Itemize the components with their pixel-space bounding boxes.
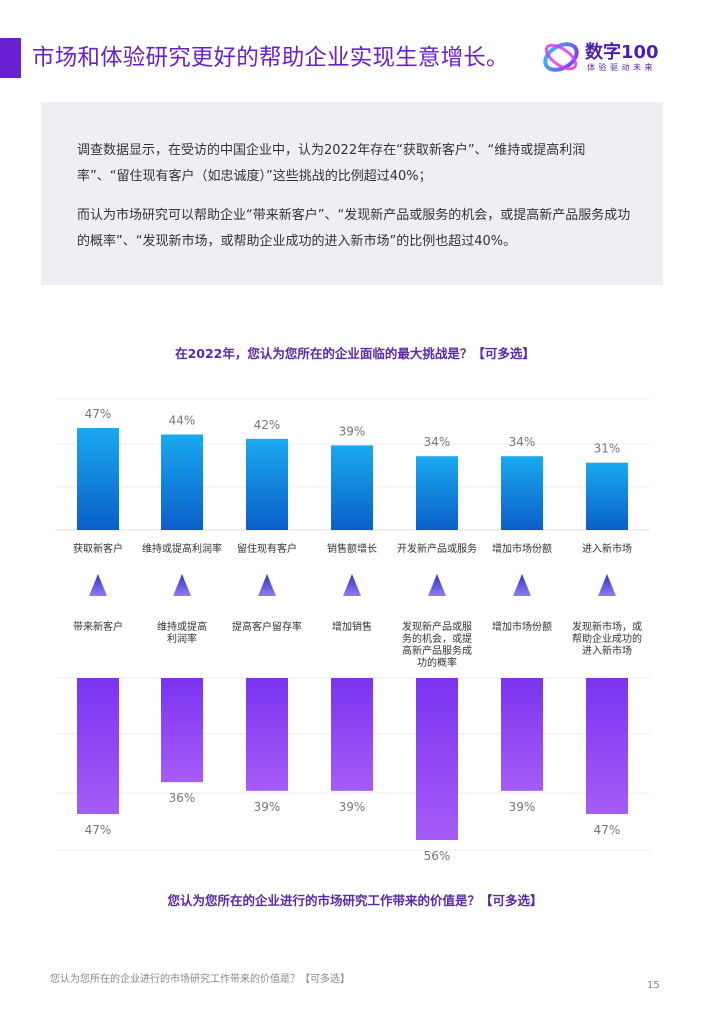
challenge-category-label: 进入新市场	[582, 542, 632, 555]
up-arrow-icon	[598, 574, 616, 596]
up-arrow-icon	[428, 574, 446, 596]
logo-tagline: 体验驱动未来	[587, 63, 656, 72]
value-bar	[416, 678, 458, 840]
connector-arrows	[89, 574, 616, 596]
value-category-label: 带来新客户	[73, 620, 123, 633]
value-category-label: 利润率	[167, 632, 197, 645]
brand-logo: 数字100 体验驱动未来	[540, 36, 690, 78]
challenge-bar	[416, 456, 458, 530]
title-accent-bar	[0, 38, 21, 78]
value-category-label: 增加市场份额	[492, 620, 552, 633]
summary-box: 调查数据显示，在受访的中国企业中，认为2022年存在“获取新客户”、“维持或提高…	[41, 102, 663, 285]
challenge-category-label: 维持或提高利润率	[142, 542, 222, 555]
value-bar	[586, 678, 628, 814]
value-category-label: 发现新市场，或	[572, 620, 642, 633]
value-bar	[501, 678, 543, 791]
up-arrow-icon	[343, 574, 361, 596]
logo-swirl-icon	[543, 42, 579, 72]
challenge-bar	[501, 456, 543, 530]
comparison-bar-chart: 47% 获取新客户 44% 维持或提高利润率 42% 留住现有客户 39% 销售额增长 34% 开…	[55, 398, 650, 863]
challenges-bars: 47% 获取新客户 44% 维持或提高利润率 42% 留住现有客户 39% 销售额增长 34% 开…	[73, 407, 632, 555]
chart-title-challenges: 在2022年，您认为您所在的企业面临的最大挑战是？【可多选】	[175, 346, 535, 361]
page-number: 15	[647, 980, 660, 991]
challenge-bar	[246, 438, 288, 530]
value-category-label: 发现新产品或服	[402, 620, 472, 633]
value-category-label: 提高客户留存率	[232, 620, 302, 633]
challenge-bar	[586, 462, 628, 530]
challenge-category-label: 销售额增长	[327, 542, 377, 555]
value-value-label: 56%	[424, 849, 451, 863]
value-bars: 带来新客户 47% 维持或提高利润率 36% 提高客户留存率 39% 增加销售 39% 发现新产…	[73, 620, 642, 863]
footer-note: 您认为您所在的企业进行的市场研究工作带来的价值是？【可多选】	[50, 974, 350, 985]
up-arrow-icon	[173, 574, 191, 596]
challenge-value-label: 31%	[594, 442, 621, 456]
value-value-label: 39%	[509, 800, 536, 814]
value-category-label: 维持或提高	[157, 620, 207, 633]
challenge-value-label: 34%	[424, 435, 451, 449]
value-bar	[246, 678, 288, 791]
challenge-value-label: 47%	[85, 407, 112, 421]
up-arrow-icon	[89, 574, 107, 596]
challenge-value-label: 39%	[339, 424, 366, 438]
logo-name: 数字100	[585, 42, 659, 63]
challenge-bar	[331, 445, 373, 530]
challenge-category-label: 增加市场份额	[492, 542, 552, 555]
value-category-label: 务的机会，或提	[402, 632, 472, 645]
challenge-value-label: 42%	[254, 418, 281, 432]
up-arrow-icon	[258, 574, 276, 596]
value-category-label: 高新产品服务成	[402, 644, 472, 657]
value-bar	[161, 678, 203, 783]
challenge-category-label: 留住现有客户	[237, 542, 297, 555]
value-bar	[77, 678, 119, 814]
value-value-label: 36%	[169, 791, 196, 805]
value-value-label: 47%	[594, 823, 621, 837]
challenge-bar	[77, 428, 119, 530]
summary-paragraph-1: 调查数据显示，在受访的中国企业中，认为2022年存在“获取新客户”、“维持或提高…	[77, 143, 586, 184]
up-arrow-icon	[513, 574, 531, 596]
challenge-category-label: 开发新产品或服务	[397, 542, 477, 555]
value-category-label: 进入新市场	[582, 644, 632, 657]
value-value-label: 39%	[339, 800, 366, 814]
value-value-label: 47%	[85, 823, 112, 837]
challenge-bar	[161, 434, 203, 530]
page-title: 市场和体验研究更好的帮助企业实现生意增长。	[32, 45, 509, 71]
value-category-label: 增加销售	[332, 620, 372, 633]
chart-title-research-value: 您认为您所在的企业进行的市场研究工作带来的价值是？【可多选】	[167, 893, 543, 908]
value-bar	[331, 678, 373, 791]
summary-paragraph-2: 而认为市场研究可以帮助企业“带来新客户”、“发现新产品或服务的机会，或提高新产品…	[77, 208, 631, 249]
value-category-label: 帮助企业成功的	[572, 632, 642, 645]
challenge-value-label: 34%	[509, 435, 536, 449]
value-value-label: 39%	[254, 800, 281, 814]
challenge-value-label: 44%	[169, 414, 196, 428]
value-category-label: 功的概率	[417, 656, 457, 669]
challenge-category-label: 获取新客户	[73, 542, 123, 555]
